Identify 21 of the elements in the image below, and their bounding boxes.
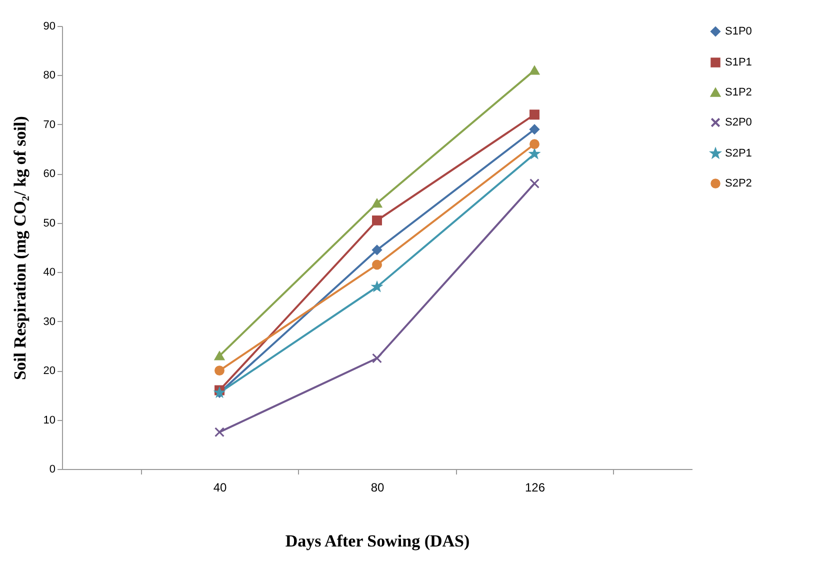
- x-axis-title: Days After Sowing (DAS): [285, 532, 470, 550]
- legend-label: S1P0: [725, 26, 752, 38]
- y-axis-title: Soil Respiration (mg CO₂/ kg of soil): [10, 116, 30, 380]
- y-tick-label: 50: [43, 217, 56, 230]
- legend-label: S1P2: [725, 86, 752, 98]
- y-tick-label: 70: [43, 118, 56, 131]
- x-tick-label: 40: [213, 480, 227, 494]
- y-tick-label: 60: [43, 168, 56, 180]
- x-tick-label: 126: [524, 480, 546, 494]
- y-tick-label: 80: [43, 70, 56, 82]
- legend-label: S1P1: [725, 56, 752, 68]
- y-tick-label: 10: [43, 414, 56, 426]
- y-tick-label: 0: [49, 464, 56, 476]
- y-tick-label: 30: [43, 316, 56, 328]
- y-tick-label: 40: [43, 266, 56, 279]
- legend-label: S2P2: [725, 178, 752, 190]
- y-tick-label: 90: [43, 20, 56, 32]
- legend-label: S2P0: [725, 116, 752, 128]
- y-tick-label: 20: [43, 365, 56, 378]
- legend-label: S2P1: [725, 148, 752, 160]
- x-tick-label: 80: [370, 480, 384, 494]
